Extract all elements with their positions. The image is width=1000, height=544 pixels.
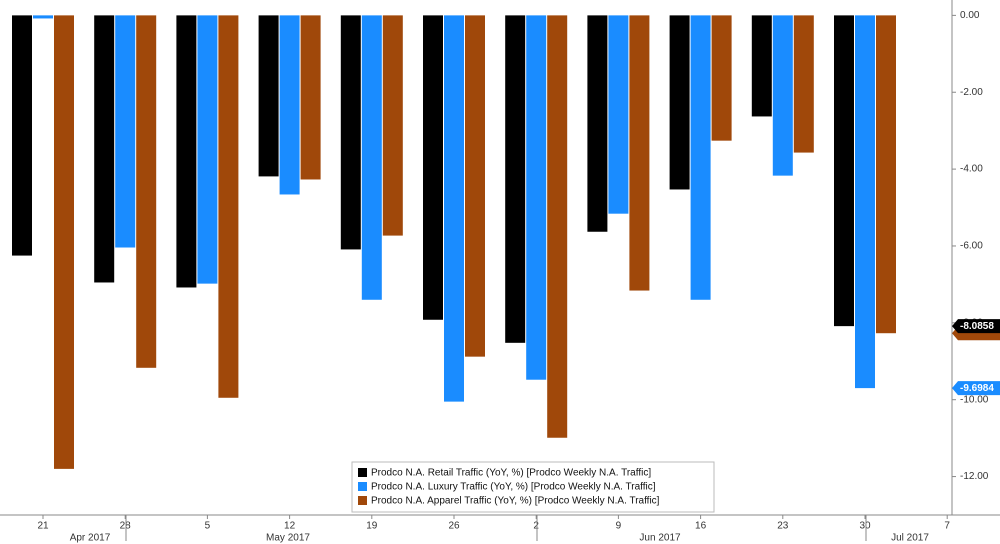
- x-tick-label: 30: [859, 521, 871, 532]
- x-tick-label: 7: [944, 521, 950, 532]
- legend-box: [351, 461, 715, 513]
- y-tick-label: -10.00: [960, 394, 989, 405]
- bar: [629, 15, 650, 291]
- y-tick-label: 0.00: [960, 10, 980, 21]
- legend-label: Prodco N.A. Luxury Traffic (YoY, %) [Pro…: [371, 482, 656, 493]
- bar: [94, 15, 115, 283]
- bar: [197, 15, 218, 284]
- bar: [33, 15, 53, 19]
- y-tick-label: -6.00: [960, 241, 983, 252]
- bar: [547, 15, 568, 438]
- month-label: May 2017: [266, 533, 310, 544]
- x-tick-label: 26: [448, 521, 460, 532]
- bar: [423, 15, 443, 320]
- bar: [382, 15, 403, 236]
- x-tick-label: 12: [284, 521, 296, 532]
- bar: [690, 15, 711, 300]
- last-value-tag: [952, 319, 1000, 334]
- y-tick-label: -4.00: [960, 164, 983, 175]
- bar: [855, 15, 875, 389]
- bar: [772, 15, 793, 176]
- x-tick-label: 16: [695, 521, 707, 532]
- bar: [300, 15, 321, 180]
- bar: [793, 15, 814, 153]
- bar: [176, 15, 197, 288]
- legend-swatch: [358, 496, 367, 505]
- bar: [834, 15, 854, 327]
- bar: [258, 15, 279, 177]
- x-tick-label: 5: [205, 521, 211, 532]
- bar: [12, 15, 32, 256]
- month-label: Jun 2017: [639, 533, 681, 544]
- bar: [340, 15, 361, 250]
- bar: [444, 15, 464, 402]
- bar: [279, 15, 300, 195]
- bar: [711, 15, 732, 141]
- legend-label: Prodco N.A. Apparel Traffic (YoY, %) [Pr…: [371, 496, 660, 507]
- bar: [669, 15, 690, 190]
- last-value-tag: [952, 381, 1000, 396]
- last-value-label: -9.6984: [960, 383, 994, 394]
- month-label: Apr 2017: [70, 533, 111, 544]
- bar: [361, 15, 382, 300]
- x-tick-label: 23: [777, 521, 789, 532]
- bar: [54, 15, 74, 469]
- bar: [136, 15, 157, 368]
- bar: [505, 15, 526, 343]
- legend-swatch: [358, 482, 367, 491]
- last-value-label: -8.0858: [960, 321, 994, 332]
- bar: [218, 15, 239, 398]
- bar: [751, 15, 772, 117]
- bar: [526, 15, 547, 380]
- month-label: Jul 2017: [891, 533, 929, 544]
- x-tick-label: 2: [533, 521, 539, 532]
- bar: [608, 15, 629, 214]
- y-tick-label: -2.00: [960, 87, 983, 98]
- bar: [876, 15, 896, 334]
- x-tick-label: 19: [366, 521, 378, 532]
- bar: [465, 15, 485, 357]
- legend-swatch: [358, 468, 367, 477]
- bar: [587, 15, 608, 232]
- x-tick-label: 28: [120, 521, 132, 532]
- y-tick-label: -12.00: [960, 471, 989, 482]
- legend: Prodco N.A. Retail Traffic (YoY, %) [Pro…: [351, 461, 715, 513]
- x-tick-label: 21: [37, 521, 49, 532]
- x-tick-label: 9: [616, 521, 622, 532]
- legend-label: Prodco N.A. Retail Traffic (YoY, %) [Pro…: [371, 468, 651, 479]
- bar: [115, 15, 136, 248]
